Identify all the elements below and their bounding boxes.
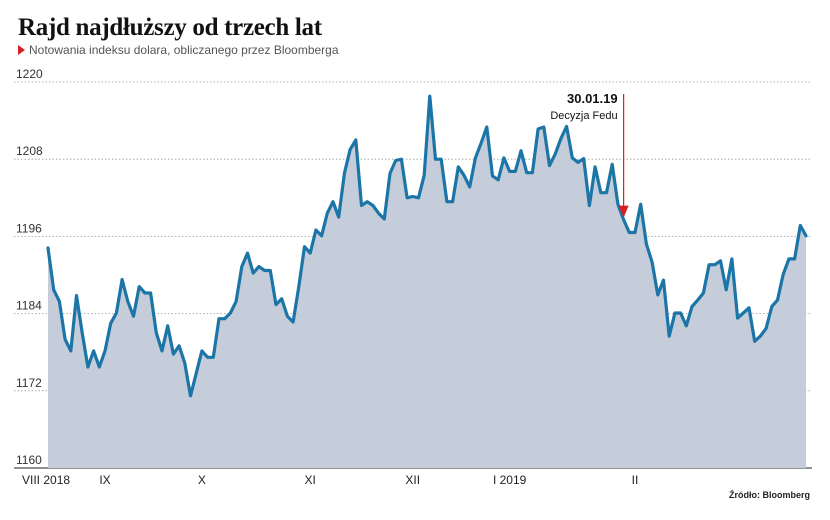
series-line [46, 94, 808, 398]
x-tick-label: VIII 2018 [22, 473, 70, 487]
y-tick-label: 1160 [16, 453, 42, 467]
x-tick-label: II [632, 473, 639, 487]
y-axis-ticks: 1160 1172 1184 1196 1208 1220 [16, 67, 43, 467]
chart-title: Rajd najdłuższy od trzech lat [18, 14, 322, 41]
y-tick-label: 1172 [16, 376, 42, 390]
x-tick-label: I 2019 [493, 473, 527, 487]
annotation-date: 30.01.19 [567, 91, 618, 106]
triangle-bullet-icon [18, 45, 25, 55]
y-tick-label: 1208 [16, 144, 43, 158]
x-axis-ticks: VIII 2018 IX X XI XII I 2019 II [22, 473, 638, 487]
annotation-label: Decyzja Fedu [550, 110, 617, 122]
annotation-arrow-icon [618, 205, 629, 218]
x-tick-label: X [198, 473, 206, 487]
y-tick-label: 1196 [16, 221, 42, 235]
series-area-fill [48, 96, 806, 468]
source-note: Źródło: Bloomberg [729, 490, 810, 500]
x-tick-label: IX [99, 473, 110, 487]
y-tick-label: 1184 [16, 299, 42, 313]
chart-subtitle: Notowania indeksu dolara, obliczanego pr… [18, 43, 339, 57]
chart-subtitle-text: Notowania indeksu dolara, obliczanego pr… [29, 43, 339, 57]
x-tick-label: XI [304, 473, 315, 487]
y-tick-label: 1220 [16, 67, 43, 81]
x-tick-label: XII [405, 473, 420, 487]
